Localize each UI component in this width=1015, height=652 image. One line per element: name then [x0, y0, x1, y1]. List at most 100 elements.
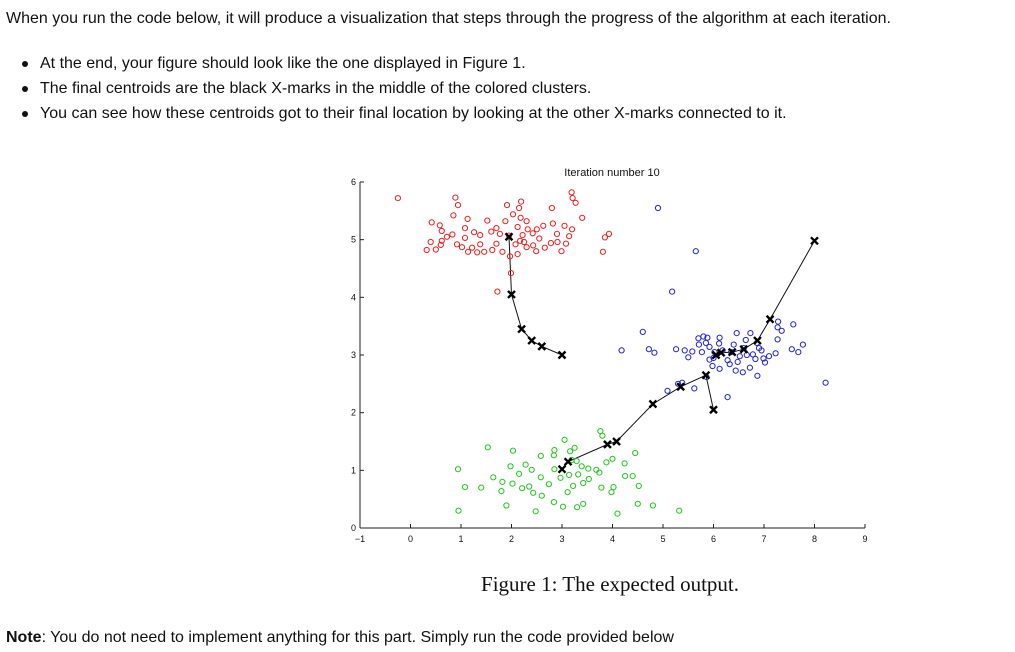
data-point: [567, 448, 574, 455]
data-point: [621, 460, 628, 467]
data-point: [691, 385, 698, 392]
data-point: [458, 244, 466, 251]
data-point: [554, 238, 561, 246]
data-point: [596, 469, 603, 476]
data-point: [553, 230, 561, 237]
data-point: [599, 248, 607, 255]
data-point: [516, 204, 523, 212]
bullet-item: You can see how these centroids got to t…: [20, 104, 787, 129]
data-point: [450, 212, 457, 219]
centroid-x-mark: [716, 348, 726, 358]
data-point: [528, 466, 535, 473]
data-point: [651, 349, 658, 356]
data-point: [774, 336, 781, 343]
data-point: [724, 394, 731, 401]
data-point: [579, 214, 586, 221]
data-point: [566, 233, 573, 240]
data-point: [530, 489, 537, 496]
data-point: [394, 195, 401, 202]
data-point: [465, 248, 472, 255]
note-body: : You do not need to implement anything …: [41, 629, 674, 646]
data-point: [432, 246, 439, 253]
data-point: [503, 202, 511, 209]
data-point: [524, 226, 531, 233]
data-point: [734, 358, 741, 365]
centroid-x-mark: [517, 324, 526, 334]
centroid-x-mark: [557, 350, 567, 360]
data-point: [478, 484, 485, 491]
bullet-text: You can see how these centroids got to t…: [40, 105, 787, 122]
data-point: [790, 321, 797, 328]
data-point: [477, 241, 484, 248]
data-point: [695, 335, 702, 342]
data-point: [526, 483, 533, 490]
centroid-x-mark: [537, 342, 547, 351]
data-point: [469, 244, 476, 251]
data-point: [438, 227, 445, 235]
data-point: [778, 327, 785, 334]
data-point: [427, 238, 434, 246]
data-point: [474, 249, 481, 256]
bullet-dot: [22, 61, 28, 67]
centroid-x-mark: [648, 399, 658, 409]
x-tick-label: 7: [761, 534, 766, 544]
y-tick-label: 0: [351, 523, 356, 533]
data-point: [547, 240, 555, 247]
data-point: [570, 482, 577, 489]
data-point: [523, 218, 530, 225]
data-point: [569, 195, 576, 202]
data-point: [822, 379, 829, 386]
data-point: [710, 354, 717, 361]
x-tick-label: −1: [355, 534, 365, 544]
data-point: [512, 241, 519, 248]
data-point: [747, 330, 754, 337]
x-tick-label: 2: [509, 534, 514, 544]
data-point: [580, 500, 587, 507]
data-point: [471, 229, 478, 236]
data-point: [585, 475, 592, 483]
centroid-x-mark: [709, 405, 718, 415]
data-point: [519, 485, 526, 492]
data-point: [755, 345, 763, 352]
chart-title: Iteration number 10: [564, 167, 659, 179]
data-point: [654, 204, 662, 212]
x-tick-label: 1: [458, 534, 463, 544]
bullet-dot: [22, 86, 28, 92]
data-point: [461, 225, 469, 232]
bullet-list: At the end, your figure should look like…: [20, 54, 787, 129]
bullet-dot: [22, 111, 28, 117]
data-point: [749, 351, 757, 358]
data-point: [423, 246, 430, 254]
y-tick-label: 2: [351, 408, 356, 418]
data-point: [716, 365, 723, 372]
data-point: [490, 474, 497, 481]
data-point: [461, 234, 469, 241]
data-point: [736, 353, 743, 360]
data-point: [499, 478, 506, 485]
data-point: [477, 232, 484, 239]
data-point: [514, 251, 521, 258]
data-point: [507, 463, 514, 470]
data-point: [580, 479, 587, 487]
data-point: [561, 436, 568, 443]
data-point: [506, 253, 514, 260]
data-point: [537, 474, 544, 481]
data-point: [548, 204, 556, 212]
data-point: [536, 235, 543, 242]
data-point: [540, 222, 547, 229]
data-point: [498, 488, 505, 495]
data-point: [461, 484, 469, 491]
data-point: [632, 449, 639, 457]
data-point: [488, 228, 495, 235]
data-point: [517, 237, 524, 244]
data-point: [522, 461, 529, 468]
centroid-x-mark: [765, 314, 775, 324]
data-point: [575, 471, 582, 478]
data-point: [454, 466, 462, 473]
data-point: [610, 484, 617, 491]
x-tick-label: 9: [862, 534, 867, 544]
data-point: [564, 489, 571, 496]
centroid-path: [561, 374, 714, 470]
data-point: [529, 230, 536, 237]
data-point: [558, 248, 565, 255]
